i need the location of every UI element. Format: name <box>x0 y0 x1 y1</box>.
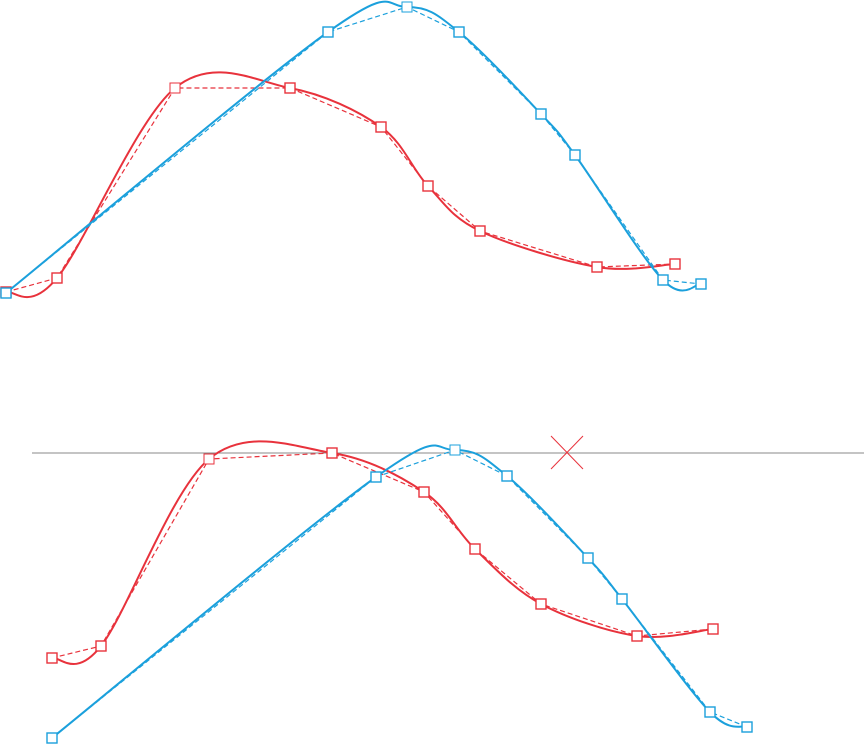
blue-control-point-selected[interactable] <box>401 1 413 13</box>
red-control-point[interactable] <box>284 82 296 94</box>
cross-marker-icon[interactable] <box>550 435 584 470</box>
blue-control-point[interactable] <box>46 732 58 744</box>
blue-control-point[interactable] <box>741 721 753 733</box>
red-control-point[interactable] <box>707 623 719 635</box>
red-control-point[interactable] <box>474 225 486 237</box>
red-control-point[interactable] <box>669 258 681 270</box>
red-control-point[interactable] <box>326 447 338 459</box>
red-control-point[interactable] <box>469 543 481 555</box>
red-control-point[interactable] <box>631 630 643 642</box>
top-panel <box>0 0 707 299</box>
blue-control-point[interactable] <box>616 593 628 605</box>
blue-control-polyline <box>5 6 702 294</box>
red-control-point[interactable] <box>95 640 107 652</box>
red-control-point-selected[interactable] <box>203 453 215 465</box>
red-control-point[interactable] <box>51 272 63 284</box>
red-smooth-curve[interactable] <box>5 71 676 299</box>
red-control-point-selected[interactable] <box>169 82 181 94</box>
red-smooth-curve[interactable] <box>51 440 714 666</box>
bottom-panel <box>46 440 753 744</box>
top-panel-blue-path[interactable] <box>0 0 707 299</box>
blue-control-point[interactable] <box>582 552 594 564</box>
blue-smooth-curve[interactable] <box>51 444 748 739</box>
red-control-polyline <box>51 452 714 659</box>
red-control-point[interactable] <box>422 180 434 192</box>
bottom-panel-blue-path[interactable] <box>46 444 753 744</box>
top-panel-red-path[interactable] <box>0 71 681 299</box>
blue-control-point[interactable] <box>453 26 465 38</box>
blue-control-point[interactable] <box>535 108 547 120</box>
blue-control-polyline <box>51 449 748 739</box>
blue-control-point[interactable] <box>501 470 513 482</box>
red-control-point[interactable] <box>535 598 547 610</box>
red-control-point[interactable] <box>591 261 603 273</box>
blue-smooth-curve[interactable] <box>5 0 702 294</box>
blue-control-point[interactable] <box>370 471 382 483</box>
red-control-point[interactable] <box>418 486 430 498</box>
red-control-point[interactable] <box>46 652 58 664</box>
blue-control-point-selected[interactable] <box>449 444 461 456</box>
blue-control-point[interactable] <box>322 26 334 38</box>
cross-marker-stroke-b <box>550 435 584 470</box>
blue-control-point[interactable] <box>695 278 707 290</box>
bottom-panel-red-path[interactable] <box>46 440 719 666</box>
blue-control-point[interactable] <box>0 287 12 299</box>
panels-layer <box>0 0 753 744</box>
blue-control-point[interactable] <box>657 274 669 286</box>
red-control-point[interactable] <box>375 121 387 133</box>
blue-control-point[interactable] <box>569 149 581 161</box>
blue-control-point[interactable] <box>704 706 716 718</box>
